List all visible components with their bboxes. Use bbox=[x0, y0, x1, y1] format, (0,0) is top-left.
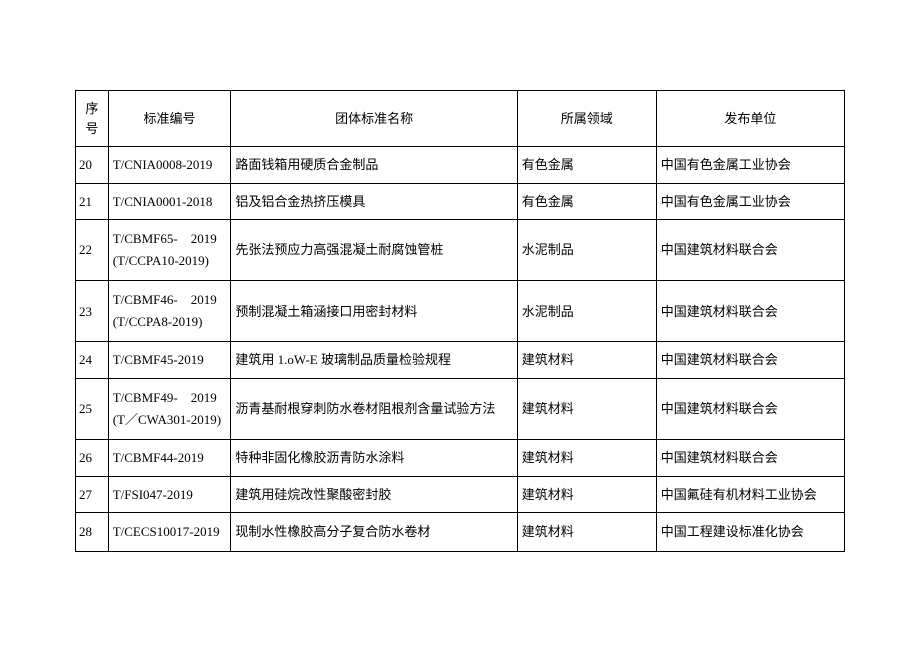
table-row: 22 T/CBMF65- 2019(T/CCPA10-2019) 先张法预应力高… bbox=[76, 220, 845, 281]
header-field: 所属领域 bbox=[517, 91, 656, 147]
cell-publisher: 中国建筑材料联合会 bbox=[656, 281, 844, 342]
cell-publisher: 中国建筑材料联合会 bbox=[656, 378, 844, 439]
cell-publisher: 中国建筑材料联合会 bbox=[656, 440, 844, 477]
table-row: 23 T/CBMF46- 2019(T/CCPA8-2019) 预制混凝土箱涵接… bbox=[76, 281, 845, 342]
cell-field: 有色金属 bbox=[517, 147, 656, 184]
header-code: 标准编号 bbox=[108, 91, 231, 147]
cell-code: T/CBMF46- 2019(T/CCPA8-2019) bbox=[108, 281, 231, 342]
table-row: 27 T/FSI047-2019 建筑用硅烷改性聚酸密封胶 建筑材料 中国氟硅有… bbox=[76, 476, 845, 513]
cell-name: 路面钱箱用硬质合金制品 bbox=[231, 147, 517, 184]
cell-code: T/CBMF44-2019 bbox=[108, 440, 231, 477]
cell-code: T/CECS10017-2019 bbox=[108, 513, 231, 552]
cell-seq: 27 bbox=[76, 476, 109, 513]
cell-code: T/CNIA0008-2019 bbox=[108, 147, 231, 184]
header-name: 团体标准名称 bbox=[231, 91, 517, 147]
table-header-row: 序号 标准编号 团体标准名称 所属领域 发布单位 bbox=[76, 91, 845, 147]
cell-seq: 23 bbox=[76, 281, 109, 342]
cell-name: 铝及铝合金热挤压模具 bbox=[231, 183, 517, 220]
header-seq: 序号 bbox=[76, 91, 109, 147]
cell-name: 建筑用 1.oW-E 玻璃制品质量检验规程 bbox=[231, 342, 517, 379]
cell-code: T/CNIA0001-2018 bbox=[108, 183, 231, 220]
cell-field: 建筑材料 bbox=[517, 378, 656, 439]
table-row: 28 T/CECS10017-2019 现制水性橡胶高分子复合防水卷材 建筑材料… bbox=[76, 513, 845, 552]
cell-seq: 22 bbox=[76, 220, 109, 281]
cell-seq: 20 bbox=[76, 147, 109, 184]
cell-publisher: 中国建筑材料联合会 bbox=[656, 220, 844, 281]
cell-field: 水泥制品 bbox=[517, 220, 656, 281]
cell-code: T/FSI047-2019 bbox=[108, 476, 231, 513]
cell-seq: 21 bbox=[76, 183, 109, 220]
header-publisher: 发布单位 bbox=[656, 91, 844, 147]
cell-name: 建筑用硅烷改性聚酸密封胶 bbox=[231, 476, 517, 513]
cell-field: 建筑材料 bbox=[517, 476, 656, 513]
table-row: 20 T/CNIA0008-2019 路面钱箱用硬质合金制品 有色金属 中国有色… bbox=[76, 147, 845, 184]
cell-publisher: 中国有色金属工业协会 bbox=[656, 147, 844, 184]
table-row: 24 T/CBMF45-2019 建筑用 1.oW-E 玻璃制品质量检验规程 建… bbox=[76, 342, 845, 379]
cell-publisher: 中国建筑材料联合会 bbox=[656, 342, 844, 379]
cell-field: 建筑材料 bbox=[517, 440, 656, 477]
cell-field: 建筑材料 bbox=[517, 342, 656, 379]
cell-name: 现制水性橡胶高分子复合防水卷材 bbox=[231, 513, 517, 552]
cell-name: 预制混凝土箱涵接口用密封材料 bbox=[231, 281, 517, 342]
cell-publisher: 中国有色金属工业协会 bbox=[656, 183, 844, 220]
cell-publisher: 中国工程建设标准化协会 bbox=[656, 513, 844, 552]
cell-publisher: 中国氟硅有机材料工业协会 bbox=[656, 476, 844, 513]
cell-seq: 24 bbox=[76, 342, 109, 379]
cell-field: 水泥制品 bbox=[517, 281, 656, 342]
cell-code: T/CBMF65- 2019(T/CCPA10-2019) bbox=[108, 220, 231, 281]
cell-seq: 26 bbox=[76, 440, 109, 477]
cell-name: 沥青基耐根穿刺防水卷材阻根剂含量试验方法 bbox=[231, 378, 517, 439]
cell-field: 有色金属 bbox=[517, 183, 656, 220]
table-row: 26 T/CBMF44-2019 特种非固化橡胶沥青防水涂料 建筑材料 中国建筑… bbox=[76, 440, 845, 477]
table-row: 25 T/CBMF49- 2019(T／CWA301-2019) 沥青基耐根穿刺… bbox=[76, 378, 845, 439]
cell-code: T/CBMF49- 2019(T／CWA301-2019) bbox=[108, 378, 231, 439]
cell-name: 先张法预应力高强混凝土耐腐蚀管桩 bbox=[231, 220, 517, 281]
standards-table: 序号 标准编号 团体标准名称 所属领域 发布单位 20 T/CNIA0008-2… bbox=[75, 90, 845, 552]
table-body: 20 T/CNIA0008-2019 路面钱箱用硬质合金制品 有色金属 中国有色… bbox=[76, 147, 845, 552]
cell-seq: 25 bbox=[76, 378, 109, 439]
table-row: 21 T/CNIA0001-2018 铝及铝合金热挤压模具 有色金属 中国有色金… bbox=[76, 183, 845, 220]
cell-field: 建筑材料 bbox=[517, 513, 656, 552]
cell-seq: 28 bbox=[76, 513, 109, 552]
cell-code: T/CBMF45-2019 bbox=[108, 342, 231, 379]
cell-name: 特种非固化橡胶沥青防水涂料 bbox=[231, 440, 517, 477]
